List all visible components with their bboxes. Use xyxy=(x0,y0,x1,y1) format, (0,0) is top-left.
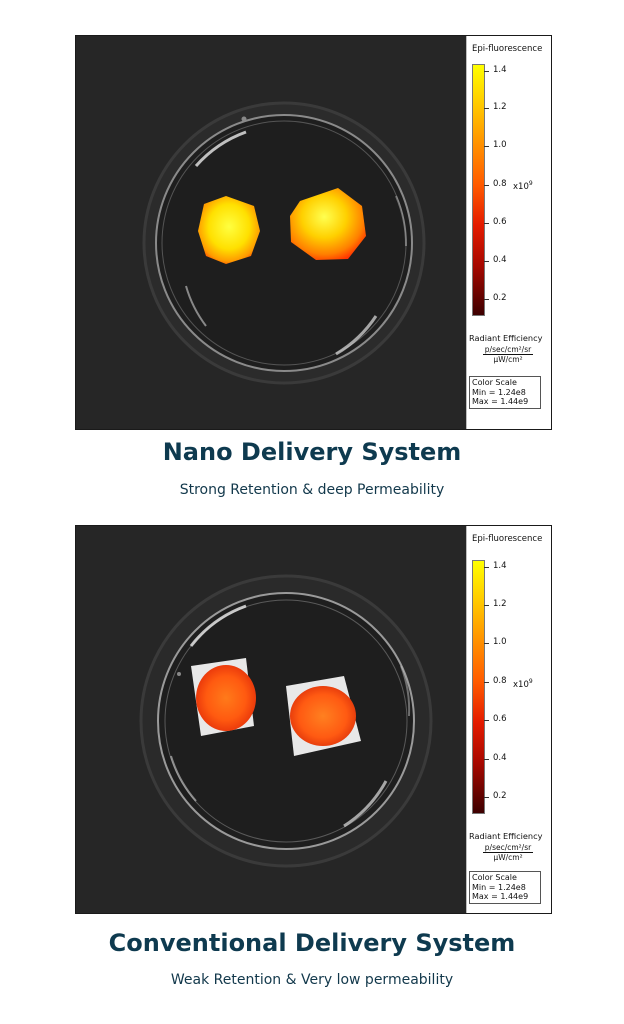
color-scale-max: Max = 1.44e9 xyxy=(472,892,529,901)
color-gradient-bar xyxy=(472,64,485,316)
tissue-sample-right xyxy=(290,686,356,746)
color-scale-legend: Epi-fluorescence 1.4 1.2 1.0 0.8 0.6 0.4… xyxy=(466,526,551,913)
fluorescence-image-nano: Epi-fluorescence 1.4 1.2 1.0 0.8 0.6 0.4… xyxy=(75,35,552,430)
color-scale-box: Color Scale Min = 1.24e8 Max = 1.44e9 xyxy=(469,871,541,904)
tick-label: 1.4 xyxy=(493,65,507,75)
tick-label: 1.2 xyxy=(493,102,507,112)
petri-dish-rim xyxy=(157,592,415,850)
color-gradient-bar xyxy=(472,560,485,814)
color-scale-min: Min = 1.24e8 xyxy=(472,387,526,397)
tick-label: 1.2 xyxy=(493,599,507,609)
fluorescence-image-conventional: Epi-fluorescence 1.4 1.2 1.0 0.8 0.6 0.4… xyxy=(75,525,552,914)
color-scale-legend: Epi-fluorescence 1.4 1.2 1.0 0.8 0.6 0.4… xyxy=(466,36,551,429)
scale-exponent: x109 xyxy=(513,180,533,192)
scale-exponent: x109 xyxy=(513,678,533,690)
legend-title: Epi-fluorescence xyxy=(472,534,543,544)
petri-dish-scene xyxy=(139,574,433,868)
color-scale-box: Color Scale Min = 1.24e8 Max = 1.44e9 xyxy=(469,376,541,409)
tick-label: 1.4 xyxy=(493,561,507,571)
radiant-efficiency-label: Radiant Efficiency xyxy=(469,831,543,841)
tick-label: 1.0 xyxy=(493,637,507,647)
tissue-sample-left xyxy=(198,196,260,264)
radiant-efficiency-unit: p/sec/cm²/sr μW/cm² xyxy=(482,345,534,364)
caption-subtitle-conventional: Weak Retention & Very low permeability xyxy=(170,972,454,988)
radiant-efficiency-label: Radiant Efficiency xyxy=(469,333,543,343)
color-scale-max: Max = 1.44e9 xyxy=(472,397,529,406)
tick-label: 0.2 xyxy=(493,293,507,303)
radiant-efficiency-unit: p/sec/cm²/sr μW/cm² xyxy=(482,843,534,862)
tick-label: 0.6 xyxy=(493,217,507,227)
color-scale-min: Min = 1.24e8 xyxy=(472,882,526,892)
legend-title: Epi-fluorescence xyxy=(472,44,543,54)
caption-subtitle-nano: Strong Retention & deep Permeability xyxy=(179,482,445,498)
tissue-sample-left xyxy=(196,665,256,731)
tick-label: 0.4 xyxy=(493,255,507,265)
caption-title-conventional: Conventional Delivery System xyxy=(108,929,516,957)
tick-label: 0.8 xyxy=(493,676,507,686)
tick-label: 0.6 xyxy=(493,714,507,724)
caption-title-nano: Nano Delivery System xyxy=(162,438,462,466)
tick-label: 0.4 xyxy=(493,753,507,763)
tick-label: 1.0 xyxy=(493,140,507,150)
color-scale-title: Color Scale xyxy=(472,378,517,387)
tissue-sample-right xyxy=(290,188,366,260)
petri-dish-rim xyxy=(155,114,413,372)
tick-label: 0.8 xyxy=(493,179,507,189)
color-scale-title: Color Scale xyxy=(472,873,517,882)
petri-dish-scene xyxy=(142,101,426,385)
tick-label: 0.2 xyxy=(493,791,507,801)
